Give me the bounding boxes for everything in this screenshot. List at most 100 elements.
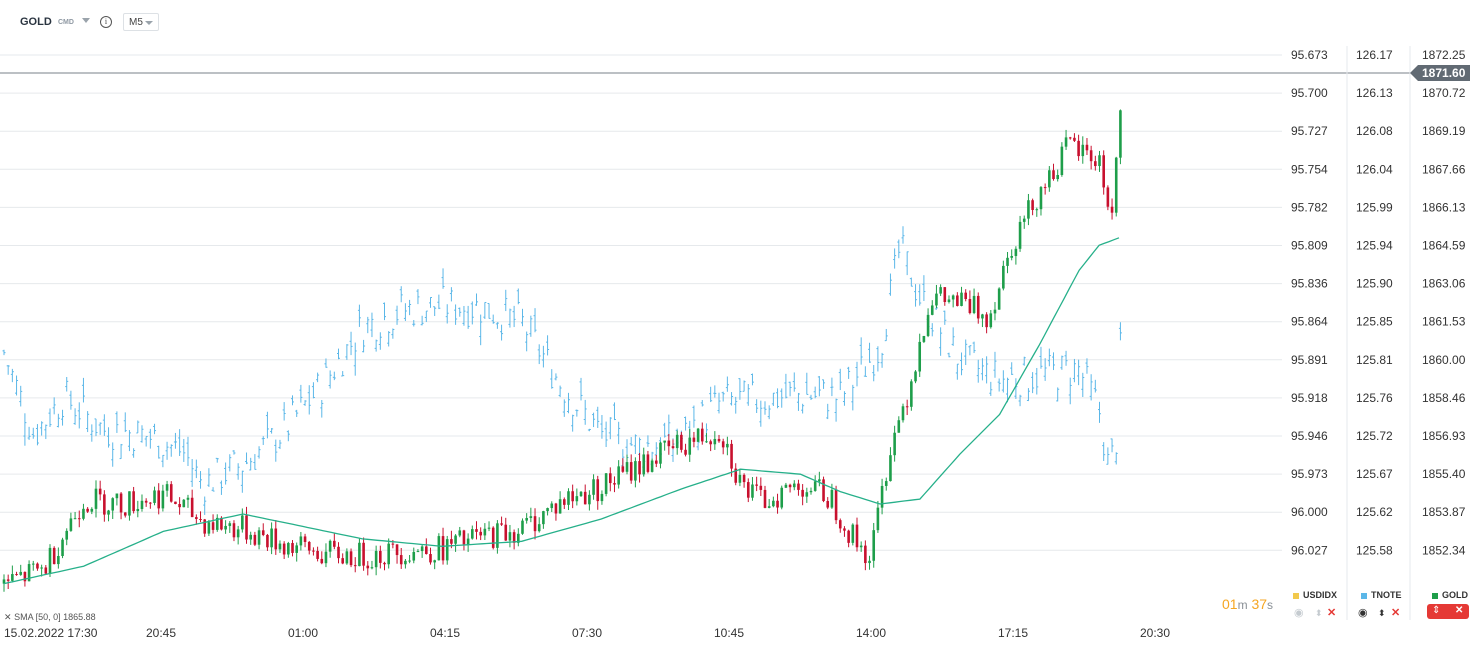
candle-down (613, 483, 616, 485)
candle-up (546, 508, 549, 512)
usdidx-tick-label: 95.727 (1291, 124, 1328, 138)
candle-down (571, 491, 574, 502)
candle-up (61, 539, 64, 556)
tnote-price-axis: 126.17 126.13 126.08 126.04 125.99 125.94 125.… (1356, 48, 1393, 557)
candle-up (249, 534, 252, 540)
usdidx-tick-label: 95.809 (1291, 239, 1328, 253)
candle-up (508, 532, 512, 541)
candle-down (220, 517, 223, 530)
settings-icon[interactable]: ⇕ (1432, 605, 1441, 616)
candle-up (287, 543, 290, 555)
close-icon[interactable]: ✕ (1391, 607, 1401, 619)
candle-down (211, 522, 215, 530)
tnote-tick-label: 125.99 (1356, 200, 1393, 214)
candle-up (299, 536, 303, 546)
usdidx-tick-label: 95.700 (1291, 86, 1328, 100)
candle-down (843, 528, 846, 531)
info-icon[interactable]: i (100, 16, 112, 28)
close-icon[interactable]: ✕ (1455, 605, 1464, 616)
candle-up (567, 491, 570, 505)
candle-down (15, 574, 18, 576)
candle-up (1119, 110, 1122, 158)
gold-active-controls[interactable]: ⇕ ✕ (1427, 604, 1469, 619)
close-icon[interactable]: ✕ (4, 612, 12, 622)
candle-down (755, 484, 758, 486)
candle-down (654, 460, 658, 464)
candle-up (972, 295, 976, 314)
symbol-name[interactable]: GOLD (20, 16, 52, 28)
candle-down (36, 563, 39, 569)
candle-up (642, 454, 646, 475)
legend-usdidx[interactable]: USDIDX ◉ ⬍ ✕ (1293, 590, 1343, 622)
time-tick-label: 15.02.2022 17:30 (4, 626, 98, 640)
time-tick-label: 17:15 (998, 626, 1028, 640)
candle-down (562, 499, 566, 505)
candle-down (638, 461, 641, 475)
time-tick-label: 07:30 (572, 626, 602, 640)
candle-down (366, 565, 370, 569)
gold-tick-label: 1872.25 (1422, 48, 1466, 62)
close-icon[interactable]: ✕ (1327, 607, 1337, 619)
sma-indicator-label[interactable]: ✕ SMA [50, 0] 1865.88 (4, 612, 96, 623)
candle-up (408, 560, 411, 562)
tnote-tick-label: 126.13 (1356, 86, 1393, 100)
candle-up (471, 529, 474, 539)
candle-down (337, 546, 340, 559)
candle-down (462, 530, 466, 545)
candle-up (713, 438, 717, 445)
candle-up (751, 484, 754, 498)
candle-up (358, 542, 361, 567)
candle-up (1022, 218, 1026, 222)
usdidx-tick-label: 95.918 (1291, 391, 1328, 405)
candle-up (872, 530, 876, 561)
legend-gold[interactable]: GOLD (1432, 590, 1472, 622)
candle-up (224, 525, 227, 530)
candle-up (981, 314, 984, 319)
candle-down (1102, 155, 1105, 188)
reorder-icon[interactable]: ⬍ (1315, 608, 1323, 618)
candle-down (746, 482, 750, 498)
candle-down (174, 501, 177, 505)
usdidx-tick-label: 95.754 (1291, 162, 1328, 176)
candle-up (107, 510, 110, 515)
candle-down (692, 437, 696, 442)
candle-down (291, 543, 294, 553)
candle-down (123, 512, 127, 516)
usdidx-tick-label: 95.891 (1291, 353, 1328, 367)
candle-up (483, 528, 487, 536)
candle-down (1043, 187, 1047, 189)
candle-up (19, 571, 23, 575)
candle-up (951, 295, 955, 300)
timeframe-select[interactable]: M5 (123, 13, 159, 31)
legend-tnote[interactable]: TNOTE ◉ ⬍ ✕ (1358, 590, 1411, 622)
candle-up (165, 484, 169, 491)
candle-up (90, 508, 94, 512)
candle-up (935, 293, 938, 306)
gold-tick-label: 1860.00 (1422, 353, 1466, 367)
eye-icon[interactable]: ◉ (1358, 607, 1368, 619)
candle-up (1027, 200, 1030, 219)
candle-up (537, 524, 541, 532)
candle-down (1085, 144, 1089, 151)
reorder-icon[interactable]: ⬍ (1378, 608, 1386, 618)
candle-up (772, 500, 775, 507)
candle-up (529, 516, 533, 518)
gold-swatch (1432, 592, 1438, 599)
candle-down (282, 543, 286, 555)
candle-up (11, 574, 14, 581)
candle-down (855, 524, 859, 548)
eye-icon[interactable]: ◉ (1294, 607, 1304, 619)
chevron-down-icon[interactable] (82, 18, 90, 23)
candle-down (500, 523, 503, 525)
candle-down (52, 547, 56, 565)
usdidx-tick-label: 95.673 (1291, 48, 1328, 62)
candle-up (140, 500, 144, 509)
candle-down (333, 540, 336, 547)
candle-down (169, 484, 173, 502)
candle-down (103, 494, 106, 515)
candle-up (136, 508, 140, 512)
candle-down (86, 508, 89, 512)
tnote-tick-label: 125.62 (1356, 505, 1393, 519)
candle-down (77, 518, 81, 520)
